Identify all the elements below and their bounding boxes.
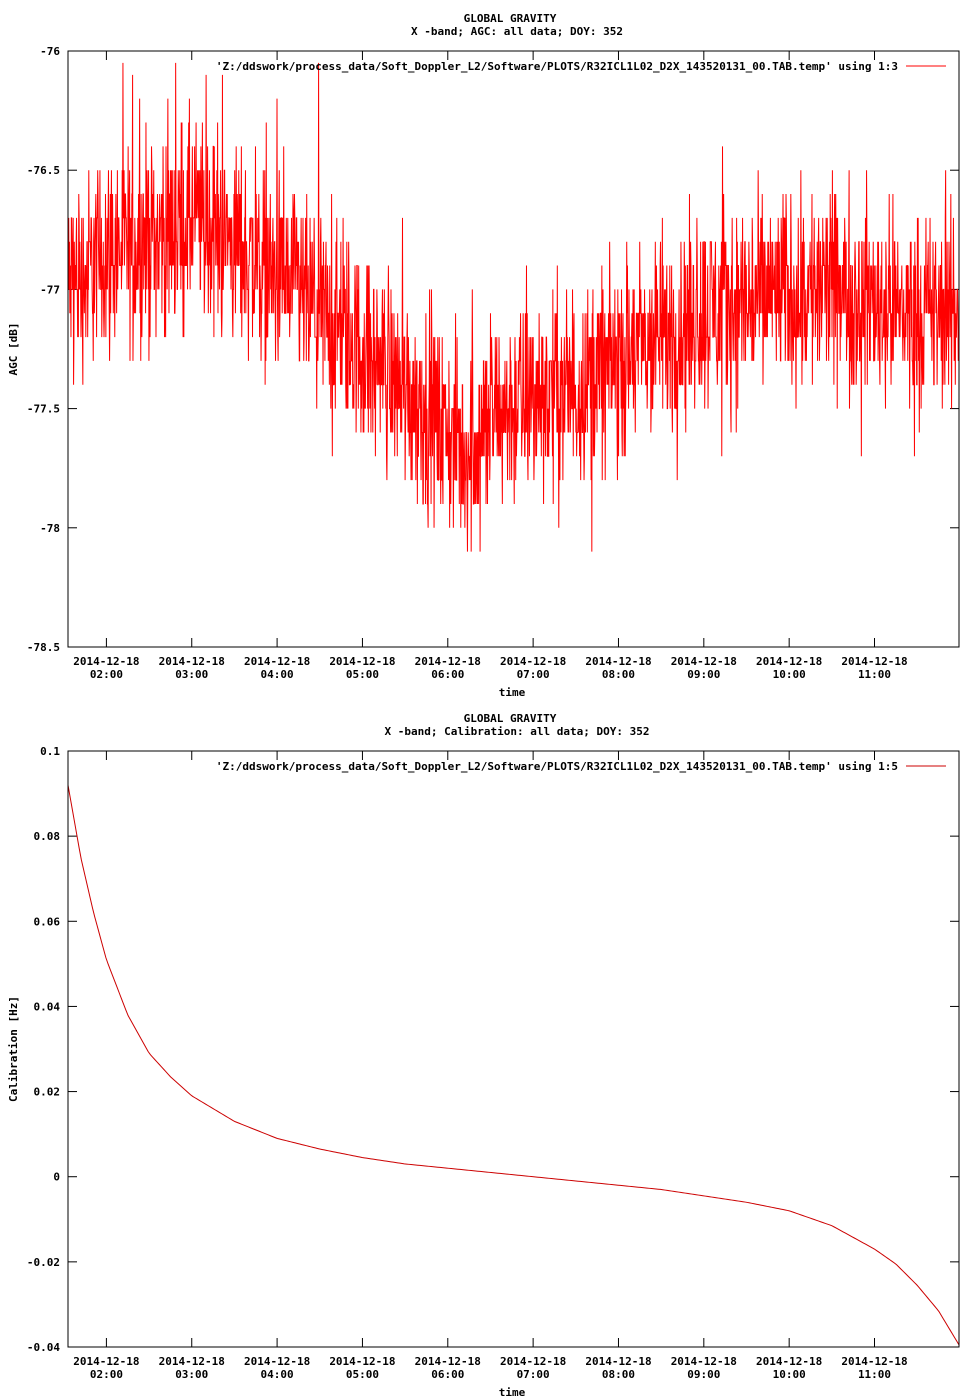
plot1-x-label: time (499, 686, 526, 699)
plot2-legend-label: 'Z:/ddswork/process_data/Soft_Doppler_L2… (216, 760, 898, 773)
x-tick-label-time: 07:00 (517, 1368, 550, 1381)
y-tick-label: -0.02 (27, 1256, 60, 1269)
x-tick-label-date: 2014-12-18 (329, 655, 395, 668)
x-tick-label-time: 10:00 (773, 668, 806, 681)
x-tick-label-date: 2014-12-18 (159, 1355, 225, 1368)
plot1-title: GLOBAL GRAVITY (464, 12, 557, 25)
y-tick-label: 0 (53, 1171, 60, 1184)
plot1-legend-label: 'Z:/ddswork/process_data/Soft_Doppler_L2… (216, 60, 898, 73)
y-tick-label: -77.5 (27, 403, 60, 416)
plot2-x-label: time (499, 1386, 526, 1399)
plot2-frame (67, 750, 960, 1348)
x-tick-label-date: 2014-12-18 (756, 1355, 822, 1368)
plot1-frame (67, 50, 960, 648)
x-tick-label-date: 2014-12-18 (756, 655, 822, 668)
plot2-y-label: Calibration [Hz] (7, 996, 20, 1102)
x-tick-label-date: 2014-12-18 (500, 655, 566, 668)
y-tick-label: 0.04 (34, 1000, 61, 1013)
plot2-x-axis: 2014-12-1802:002014-12-1803:002014-12-18… (73, 751, 908, 1381)
y-tick-label: 0.08 (34, 830, 61, 843)
x-tick-label-time: 06:00 (431, 668, 464, 681)
x-tick-label-time: 05:00 (346, 668, 379, 681)
x-tick-label-time: 09:00 (687, 668, 720, 681)
x-tick-label-time: 08:00 (602, 1368, 635, 1381)
x-tick-label-date: 2014-12-18 (415, 1355, 481, 1368)
plot1-y-axis: -76 -76.5 -77 -77.5 -78 -78.5 (27, 45, 959, 654)
plot1-subtitle: X -band; AGC: all data; DOY: 352 (411, 25, 623, 38)
x-tick-label-time: 02:00 (90, 1368, 123, 1381)
y-tick-label: 0.1 (40, 745, 60, 758)
x-tick-label-time: 11:00 (858, 1368, 891, 1381)
x-tick-label-date: 2014-12-18 (73, 655, 139, 668)
x-tick-label-date: 2014-12-18 (500, 1355, 566, 1368)
x-tick-label-date: 2014-12-18 (244, 1355, 310, 1368)
x-tick-label-date: 2014-12-18 (841, 1355, 907, 1368)
x-tick-label-time: 06:00 (431, 1368, 464, 1381)
x-tick-label-time: 02:00 (90, 668, 123, 681)
plot1-x-axis: 2014-12-1802:002014-12-1803:002014-12-18… (73, 51, 908, 681)
x-tick-label-date: 2014-12-18 (585, 1355, 651, 1368)
x-tick-label-date: 2014-12-18 (329, 1355, 395, 1368)
x-tick-label-date: 2014-12-18 (244, 655, 310, 668)
x-tick-label-time: 08:00 (602, 668, 635, 681)
plot2-y-axis: 0.1 0.08 0.06 0.04 0.02 0 -0.02 -0.04 (27, 745, 959, 1354)
plot1-y-label: AGC [dB] (7, 323, 20, 376)
x-tick-label-date: 2014-12-18 (73, 1355, 139, 1368)
y-tick-label: -76 (40, 45, 60, 58)
plot2-series (67, 784, 960, 1346)
x-tick-label-time: 04:00 (261, 1368, 294, 1381)
x-tick-label-time: 07:00 (517, 668, 550, 681)
plot2-title: GLOBAL GRAVITY (464, 712, 557, 725)
y-tick-label: 0.06 (34, 915, 61, 928)
y-tick-label: -0.04 (27, 1341, 60, 1354)
x-tick-label-date: 2014-12-18 (671, 1355, 737, 1368)
plot1-series (67, 62, 960, 552)
y-tick-label: -77 (40, 283, 60, 296)
plot2-subtitle: X -band; Calibration: all data; DOY: 352 (385, 725, 650, 738)
x-tick-label-time: 09:00 (687, 1368, 720, 1381)
x-tick-label-date: 2014-12-18 (415, 655, 481, 668)
x-tick-label-time: 04:00 (261, 668, 294, 681)
x-tick-label-time: 11:00 (858, 668, 891, 681)
y-tick-label: 0.02 (34, 1086, 61, 1099)
x-tick-label-date: 2014-12-18 (585, 655, 651, 668)
calibration-plot: GLOBAL GRAVITY X -band; Calibration: all… (7, 712, 960, 1399)
x-tick-label-date: 2014-12-18 (159, 655, 225, 668)
x-tick-label-time: 03:00 (175, 668, 208, 681)
x-tick-label-time: 03:00 (175, 1368, 208, 1381)
y-tick-label: -78 (40, 522, 60, 535)
x-tick-label-time: 05:00 (346, 1368, 379, 1381)
series-line (67, 62, 960, 552)
x-tick-label-time: 10:00 (773, 1368, 806, 1381)
x-tick-label-date: 2014-12-18 (841, 655, 907, 668)
y-tick-label: -76.5 (27, 164, 60, 177)
y-tick-label: -78.5 (27, 641, 60, 654)
series-line (67, 784, 960, 1346)
agc-plot: GLOBAL GRAVITY X -band; AGC: all data; D… (7, 12, 960, 699)
x-tick-label-date: 2014-12-18 (671, 655, 737, 668)
